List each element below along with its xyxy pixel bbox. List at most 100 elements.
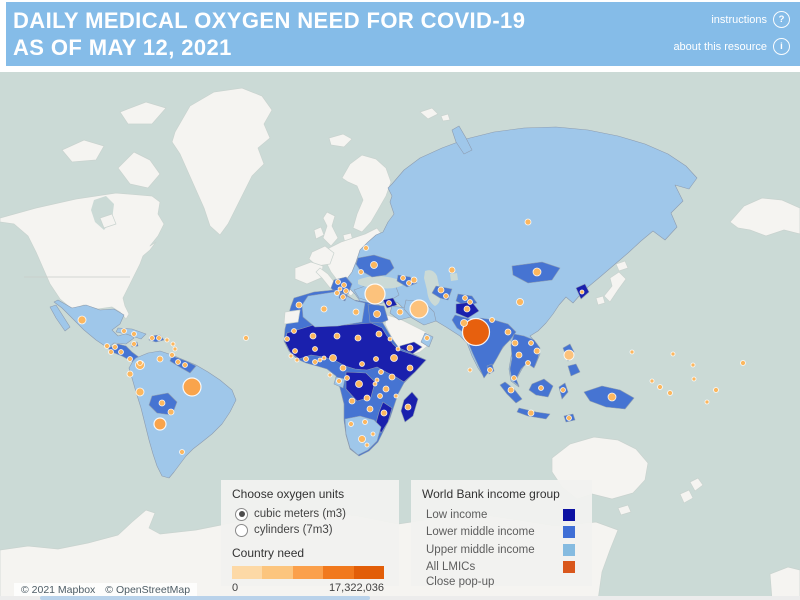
colorbar-segment [262, 566, 293, 579]
need-circle-papua-new-guinea [607, 392, 617, 402]
header-links: instructions? about this resource i [673, 11, 790, 55]
need-circle-russia [524, 218, 532, 226]
need-circle-zimbabwe [366, 405, 374, 413]
landmass-iberia [294, 261, 324, 285]
need-circle-malawi [377, 393, 383, 399]
need-circle-tajikistan [467, 299, 473, 305]
need-circle-oman [424, 335, 430, 341]
need-circle-central-african-republic [359, 361, 365, 367]
need-circle-sao-tome [327, 372, 333, 378]
info-icon[interactable]: i [773, 38, 790, 55]
world-map[interactable] [0, 72, 800, 600]
caspian-sea [424, 270, 441, 306]
island-svalbard [419, 107, 439, 120]
landmass-new-zealand-north [689, 477, 704, 492]
need-circle-samoa [740, 360, 746, 366]
income-legend-item[interactable]: Upper middle income [422, 541, 581, 559]
need-circle-iran [409, 299, 429, 319]
region-southeast-asia [509, 333, 541, 387]
need-circle-uruguay [179, 449, 185, 455]
need-circle-angola [348, 397, 356, 405]
need-circle-lesotho [364, 442, 370, 448]
landmass-alaska [729, 197, 800, 237]
income-swatch [563, 526, 575, 539]
need-circle-dominican-republic [156, 335, 162, 341]
header-link-label[interactable]: about this resource [673, 40, 767, 53]
aral-sea [450, 273, 458, 281]
need-circle-turkey [364, 283, 386, 305]
radio-option[interactable]: cylinders (7m3) [235, 522, 388, 538]
need-circle-cambodia [525, 360, 531, 366]
scrollbar-thumb[interactable] [40, 596, 370, 600]
income-swatch [563, 543, 575, 556]
need-circle-trinidad [169, 352, 175, 358]
help-icon[interactable]: ? [773, 11, 790, 28]
income-label: Upper middle income [426, 543, 535, 556]
radio-icon[interactable] [235, 523, 248, 537]
need-circle-suriname [182, 362, 188, 368]
need-circle-barbados [172, 346, 178, 352]
need-circle-kosovo [337, 286, 343, 292]
page-title-line2: AS OF MAY 12, 2021 [13, 35, 232, 60]
income-label: Lower middle income [426, 526, 535, 539]
island-mindanao [567, 363, 581, 377]
radio-label: cylinders (7m3) [254, 524, 333, 536]
need-circle-jamaica [131, 341, 137, 347]
need-circle-borneo-indonesia [538, 385, 544, 391]
need-circle-iraq [396, 308, 404, 316]
need-circle-egypt [373, 310, 381, 318]
region-south-america [128, 350, 237, 479]
income-swatch [563, 508, 575, 521]
need-circles-layer [77, 218, 746, 455]
need-circle-kiribati [690, 362, 696, 368]
island-tasmania [617, 504, 632, 516]
oxygen-unit-options: cubic meters (m3) cylinders (7m3) [232, 506, 388, 538]
need-circle-senegal [284, 336, 290, 342]
need-circle-georgia [400, 275, 406, 281]
need-circle-yemen [406, 344, 414, 352]
horizontal-scrollbar[interactable] [0, 596, 800, 600]
need-circle-madagascar [404, 403, 412, 411]
income-legend-item[interactable]: Lower middle income [422, 524, 581, 542]
need-circle-mauritania [291, 328, 297, 334]
colorbar-segment [232, 566, 263, 579]
need-circle-niger [333, 332, 341, 340]
landmass-south-korea [595, 295, 606, 306]
osm-attribution-link[interactable]: © OpenStreetMap [105, 584, 191, 596]
need-circle-burkina-faso [312, 346, 318, 352]
need-circle-puerto-rico [164, 337, 170, 343]
need-circle-tonga [704, 399, 710, 405]
income-legend-item[interactable]: Low income [422, 506, 581, 524]
scale-min: 0 [232, 582, 239, 594]
header-link-label[interactable]: instructions [711, 13, 767, 26]
colorbar-segment [353, 566, 385, 579]
need-circle-peru [135, 387, 145, 397]
need-circle-india [461, 317, 491, 347]
income-legend-panel: World Bank income group Low income Lower … [411, 480, 592, 588]
region-baja-california [49, 304, 71, 332]
need-circle-sri-lanka [487, 367, 493, 373]
need-circle-algeria [320, 305, 328, 313]
need-circle-ukraine [370, 261, 378, 269]
header-link-instructions[interactable]: instructions? [711, 11, 790, 28]
need-circle-solomon-islands [657, 384, 663, 390]
need-circle-cuba-west [121, 328, 127, 334]
need-circle-cote-divoire [303, 356, 309, 362]
radio-option[interactable]: cubic meters (m3) [235, 506, 388, 522]
need-circle-mali [309, 332, 317, 340]
need-circle-uzbekistan [437, 286, 445, 294]
country-need-colorbar [232, 566, 385, 579]
mapbox-attribution-link[interactable]: © 2021 Mapbox [21, 584, 96, 596]
island-victoria [61, 139, 105, 163]
need-circle-sierra-leone [288, 353, 294, 359]
radio-icon[interactable] [235, 507, 248, 521]
landmass-iceland [328, 133, 353, 148]
landmass-new-zealand-south [679, 489, 694, 504]
header-link-about-this-resource[interactable]: about this resource i [673, 38, 790, 55]
need-circle-syria [386, 300, 392, 306]
close-popup-button[interactable]: Close pop-up [426, 576, 495, 588]
income-legend-item[interactable]: All LMICs [422, 559, 581, 577]
landmass-great-britain [322, 211, 339, 247]
country-need-scale: 0 17,322,036 [232, 582, 384, 594]
map-container[interactable]: Choose oxygen units cubic meters (m3) cyl… [0, 72, 800, 600]
